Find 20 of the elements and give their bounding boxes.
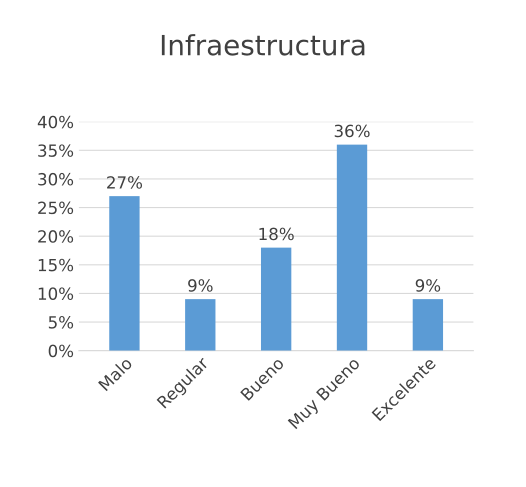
data-label: 18% — [259, 228, 294, 240]
bar — [412, 299, 444, 351]
y-tick-label: 15% — [38, 258, 74, 272]
y-tick-label: 30% — [38, 172, 74, 186]
y-tick-label: 35% — [38, 144, 74, 157]
data-label: 27% — [107, 176, 142, 189]
y-tick-label: 10% — [38, 287, 74, 300]
y-tick-label: 5% — [48, 316, 74, 329]
y-tick-label: 25% — [38, 202, 74, 214]
y-tick-label: 0% — [48, 344, 74, 358]
data-label: 9% — [416, 279, 440, 292]
bar — [260, 248, 292, 351]
bar — [336, 144, 368, 351]
y-tick-label: 40% — [38, 116, 74, 128]
bar — [109, 196, 140, 351]
y-tick-label: 20% — [38, 230, 74, 243]
bar — [185, 299, 216, 351]
data-label: 36% — [334, 124, 370, 138]
chart-title: Infraestructura — [162, 34, 364, 56]
data-label: 9% — [188, 279, 213, 292]
